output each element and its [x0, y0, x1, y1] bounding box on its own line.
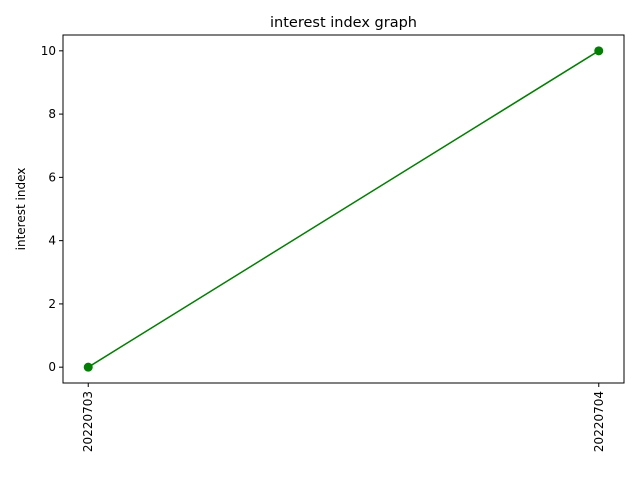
chart-title: interest index graph: [270, 15, 417, 31]
series-line: [87, 50, 600, 368]
series-layer: [83, 46, 604, 372]
plot-frame: [62, 34, 625, 384]
y-tick-label: 4: [48, 234, 56, 248]
data-point: [594, 46, 604, 56]
y-tick-label: 0: [48, 360, 56, 374]
x-tick-label: 20220703: [81, 391, 95, 452]
y-tick-label: 8: [48, 107, 56, 121]
axis-ticks: 0 2 4 6 8 10 20220703 20220704: [41, 44, 606, 452]
y-tick-label: 2: [48, 297, 56, 311]
y-axis-label: interest index: [14, 168, 28, 251]
y-tick-label: 10: [41, 44, 56, 58]
x-tick-label: 20220704: [592, 391, 606, 452]
data-point: [83, 362, 93, 372]
y-tick-label: 6: [48, 170, 56, 184]
